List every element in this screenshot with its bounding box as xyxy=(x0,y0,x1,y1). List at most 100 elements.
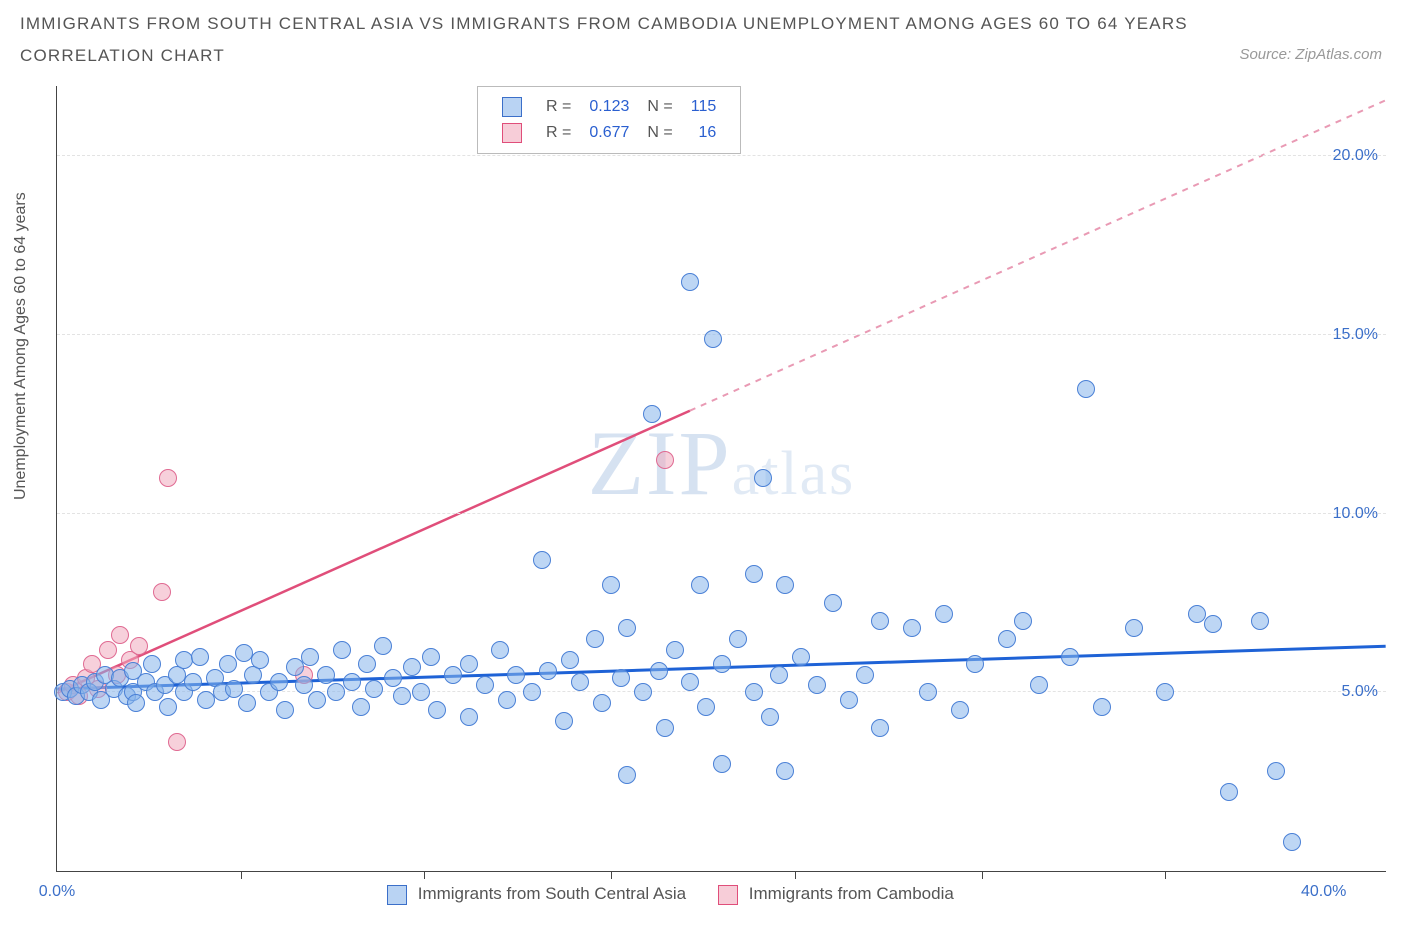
scatter-point-south-central-asia xyxy=(681,273,699,291)
scatter-point-south-central-asia xyxy=(460,655,478,673)
scatter-point-south-central-asia xyxy=(643,405,661,423)
y-tick-label: 10.0% xyxy=(1321,505,1378,523)
scatter-point-south-central-asia xyxy=(1204,615,1222,633)
series-legend: Immigrants from South Central Asia Immig… xyxy=(387,884,986,905)
scatter-point-south-central-asia xyxy=(460,708,478,726)
scatter-point-south-central-asia xyxy=(533,551,551,569)
scatter-point-south-central-asia xyxy=(1077,380,1095,398)
scatter-point-south-central-asia xyxy=(998,630,1016,648)
watermark: ZIPatlas xyxy=(588,410,856,516)
correlation-chart: Unemployment Among Ages 60 to 64 years Z… xyxy=(0,80,1406,930)
legend-label: Immigrants from South Central Asia xyxy=(418,884,686,903)
legend-swatch xyxy=(718,885,738,905)
r-label: R = xyxy=(538,121,579,145)
scatter-point-south-central-asia xyxy=(754,469,772,487)
scatter-point-south-central-asia xyxy=(770,666,788,684)
scatter-point-south-central-asia xyxy=(365,680,383,698)
scatter-point-south-central-asia xyxy=(276,701,294,719)
scatter-point-south-central-asia xyxy=(618,766,636,784)
scatter-point-south-central-asia xyxy=(327,683,345,701)
scatter-point-south-central-asia xyxy=(618,619,636,637)
scatter-point-south-central-asia xyxy=(634,683,652,701)
scatter-point-south-central-asia xyxy=(374,637,392,655)
scatter-point-south-central-asia xyxy=(1061,648,1079,666)
scatter-point-south-central-asia xyxy=(966,655,984,673)
n-label: N = xyxy=(639,95,680,119)
scatter-point-south-central-asia xyxy=(691,576,709,594)
scatter-point-south-central-asia xyxy=(650,662,668,680)
scatter-point-south-central-asia xyxy=(539,662,557,680)
scatter-point-south-central-asia xyxy=(317,666,335,684)
scatter-point-south-central-asia xyxy=(697,698,715,716)
x-tick xyxy=(241,871,242,879)
scatter-point-south-central-asia xyxy=(428,701,446,719)
scatter-point-south-central-asia xyxy=(1283,833,1301,851)
y-axis-label: Unemployment Among Ages 60 to 64 years xyxy=(12,192,30,500)
scatter-point-cambodia xyxy=(168,733,186,751)
watermark-small: atlas xyxy=(732,440,856,508)
trend-lines xyxy=(57,86,1386,871)
scatter-point-south-central-asia xyxy=(127,694,145,712)
scatter-point-south-central-asia xyxy=(856,666,874,684)
scatter-point-south-central-asia xyxy=(219,655,237,673)
scatter-point-south-central-asia xyxy=(871,719,889,737)
y-tick-label: 15.0% xyxy=(1321,326,1378,344)
title-line-2: CORRELATION CHART xyxy=(20,46,1386,66)
scatter-point-south-central-asia xyxy=(586,630,604,648)
scatter-point-south-central-asia xyxy=(824,594,842,612)
r-value: 0.677 xyxy=(581,121,637,145)
x-tick-label: 0.0% xyxy=(39,883,75,901)
scatter-point-south-central-asia xyxy=(393,687,411,705)
legend-row: R =0.677N =16 xyxy=(494,121,724,145)
source-attribution: Source: ZipAtlas.com xyxy=(1239,46,1382,63)
scatter-point-south-central-asia xyxy=(951,701,969,719)
scatter-point-south-central-asia xyxy=(491,641,509,659)
gridline xyxy=(57,513,1386,514)
title-line-1: IMMIGRANTS FROM SOUTH CENTRAL ASIA VS IM… xyxy=(20,14,1386,34)
scatter-point-south-central-asia xyxy=(761,708,779,726)
scatter-point-south-central-asia xyxy=(286,658,304,676)
plot-area: ZIPatlas R =0.123N =115R =0.677N =16 Imm… xyxy=(56,86,1386,872)
scatter-point-south-central-asia xyxy=(1220,783,1238,801)
scatter-point-south-central-asia xyxy=(1267,762,1285,780)
scatter-point-south-central-asia xyxy=(745,683,763,701)
scatter-point-south-central-asia xyxy=(713,655,731,673)
scatter-point-south-central-asia xyxy=(555,712,573,730)
scatter-point-south-central-asia xyxy=(602,576,620,594)
scatter-point-south-central-asia xyxy=(498,691,516,709)
scatter-point-south-central-asia xyxy=(523,683,541,701)
chart-header: IMMIGRANTS FROM SOUTH CENTRAL ASIA VS IM… xyxy=(0,0,1406,82)
legend-item: Immigrants from Cambodia xyxy=(718,884,954,903)
scatter-point-south-central-asia xyxy=(612,669,630,687)
scatter-point-south-central-asia xyxy=(444,666,462,684)
scatter-point-south-central-asia xyxy=(412,683,430,701)
scatter-point-cambodia xyxy=(153,583,171,601)
y-tick-label: 20.0% xyxy=(1321,147,1378,165)
legend-swatch xyxy=(387,885,407,905)
scatter-point-south-central-asia xyxy=(561,651,579,669)
scatter-point-south-central-asia xyxy=(713,755,731,773)
scatter-point-south-central-asia xyxy=(571,673,589,691)
scatter-point-south-central-asia xyxy=(1093,698,1111,716)
scatter-point-south-central-asia xyxy=(935,605,953,623)
n-label: N = xyxy=(639,121,680,145)
scatter-point-south-central-asia xyxy=(301,648,319,666)
legend-label: Immigrants from Cambodia xyxy=(749,884,954,903)
scatter-point-south-central-asia xyxy=(593,694,611,712)
scatter-point-south-central-asia xyxy=(270,673,288,691)
scatter-point-south-central-asia xyxy=(476,676,494,694)
scatter-point-south-central-asia xyxy=(352,698,370,716)
scatter-point-south-central-asia xyxy=(1251,612,1269,630)
n-value: 115 xyxy=(683,95,725,119)
scatter-point-cambodia xyxy=(111,626,129,644)
gridline xyxy=(57,691,1386,692)
legend-swatch xyxy=(494,95,536,119)
scatter-point-south-central-asia xyxy=(840,691,858,709)
scatter-point-south-central-asia xyxy=(776,576,794,594)
scatter-point-south-central-asia xyxy=(1156,683,1174,701)
legend-item: Immigrants from South Central Asia xyxy=(387,884,686,903)
scatter-point-south-central-asia xyxy=(191,648,209,666)
x-tick xyxy=(1165,871,1166,879)
scatter-point-south-central-asia xyxy=(159,698,177,716)
scatter-point-south-central-asia xyxy=(808,676,826,694)
